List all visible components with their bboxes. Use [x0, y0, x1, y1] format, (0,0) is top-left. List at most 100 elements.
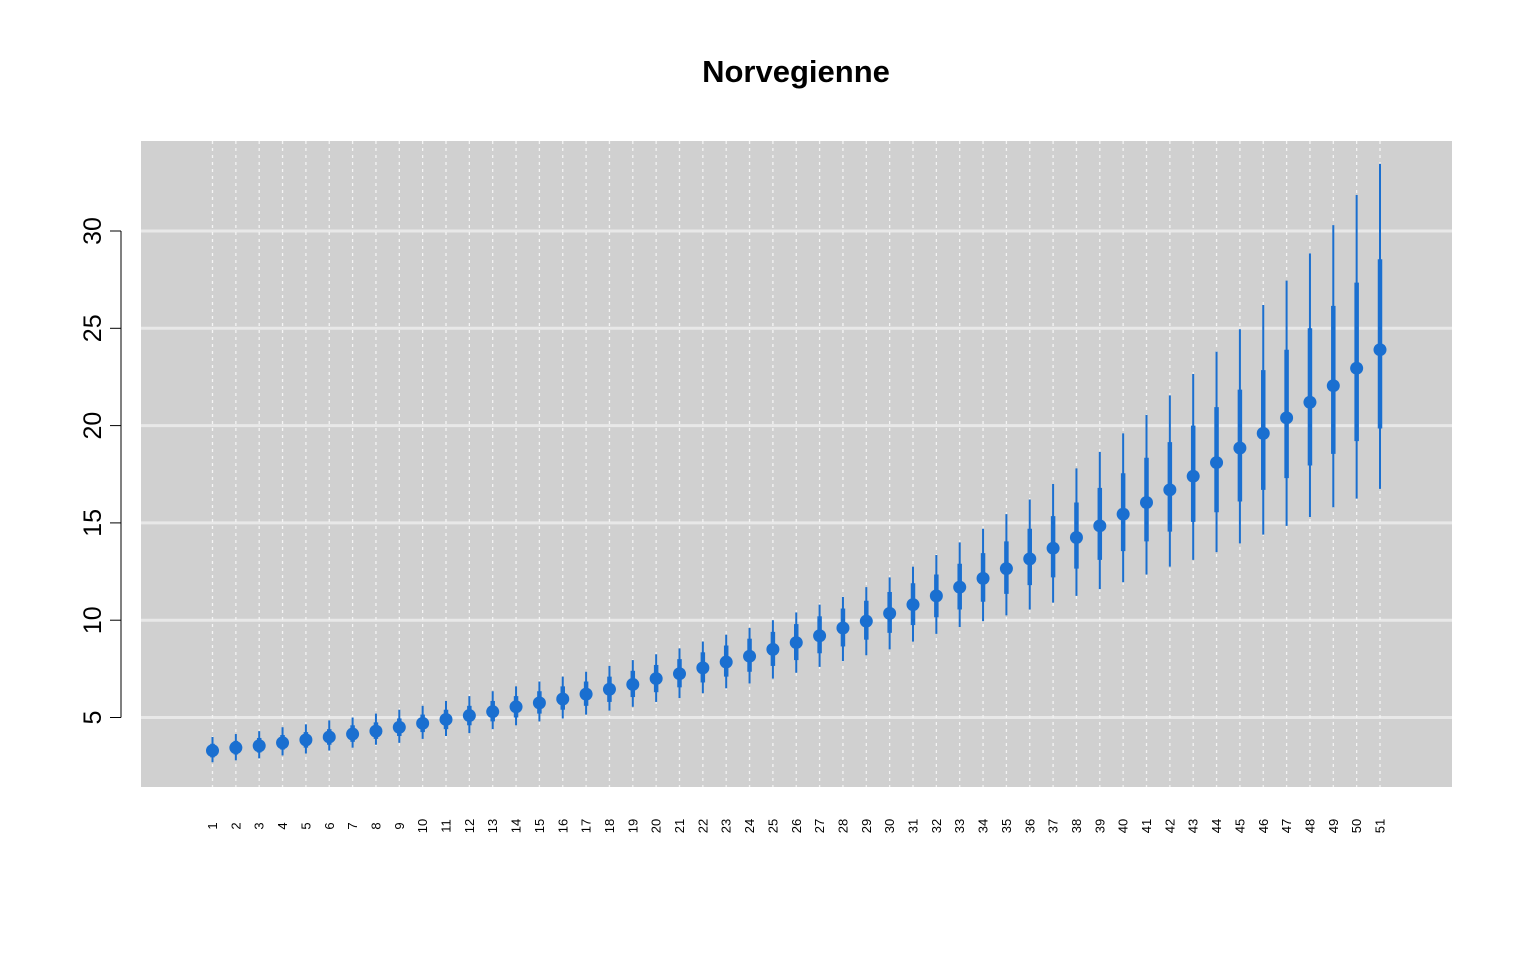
x-tick-label: 31 — [906, 819, 921, 833]
x-tick-label: 12 — [462, 819, 477, 833]
data-marks — [206, 163, 1387, 763]
x-tick-label: 13 — [485, 819, 500, 833]
median-point — [1350, 361, 1364, 375]
y-tick-label: 30 — [79, 217, 107, 245]
x-tick-label: 30 — [882, 819, 897, 833]
median-point — [649, 672, 663, 686]
x-tick-label: 3 — [252, 822, 267, 829]
x-tick-label: 40 — [1116, 819, 1131, 833]
x-tick-label: 2 — [228, 822, 243, 829]
x-tick-label: 10 — [415, 819, 430, 833]
median-point — [859, 614, 873, 628]
x-tick-label: 33 — [952, 819, 967, 833]
median-point — [392, 720, 406, 734]
median-point — [1046, 541, 1060, 555]
y-tick-label: 10 — [79, 606, 107, 634]
x-tick-label: 34 — [976, 819, 991, 833]
median-point — [276, 736, 290, 750]
median-point — [813, 629, 827, 643]
median-point — [1303, 395, 1317, 409]
x-tick-label: 32 — [929, 819, 944, 833]
median-point — [1023, 552, 1037, 566]
x-tick-label: 6 — [322, 822, 337, 829]
median-point — [602, 682, 616, 696]
x-tick-label: 38 — [1069, 819, 1084, 833]
median-point — [1186, 469, 1200, 483]
x-tick-label: 39 — [1092, 819, 1107, 833]
x-tick-label: 43 — [1186, 819, 1201, 833]
median-point — [1210, 456, 1224, 470]
median-point — [999, 562, 1013, 576]
median-point — [579, 687, 593, 701]
median-point — [1093, 519, 1107, 533]
median-point — [322, 730, 336, 744]
median-point — [532, 696, 546, 710]
x-tick-label: 25 — [765, 819, 780, 833]
median-point — [206, 744, 219, 758]
median-point — [1163, 483, 1177, 497]
x-tick-label: 17 — [579, 819, 594, 833]
median-point — [252, 739, 266, 753]
x-tick-label: 35 — [999, 819, 1014, 833]
x-tick-label: 5 — [298, 822, 313, 829]
median-point — [1116, 507, 1130, 521]
x-tick-label: 7 — [345, 822, 360, 829]
x-tick-label: 16 — [555, 819, 570, 833]
median-point — [976, 571, 990, 585]
x-axis: 1 2 3 4 5 6 7 8 9 10 11 12 13 14 15 16 17 18 19 20 21 22 23 24 2… — [205, 819, 1388, 833]
x-tick-label: 45 — [1232, 819, 1247, 833]
median-point — [743, 649, 757, 663]
x-tick-label: 22 — [695, 819, 710, 833]
x-tick-label: 51 — [1373, 819, 1388, 833]
y-axis: 5 10 15 20 25 30 — [79, 217, 122, 725]
x-tick-label: 20 — [649, 819, 664, 833]
median-point — [789, 636, 803, 650]
x-tick-label: 14 — [509, 819, 524, 833]
x-tick-label: 15 — [532, 819, 547, 833]
x-tick-label: 36 — [1022, 819, 1037, 833]
y-tick-label: 5 — [79, 711, 107, 725]
median-point — [1140, 495, 1153, 509]
median-point — [1373, 343, 1387, 357]
median-point — [346, 727, 360, 741]
x-tick-label: 46 — [1256, 819, 1271, 833]
x-tick-label: 4 — [275, 822, 290, 829]
x-tick-label: 9 — [392, 822, 407, 829]
median-point — [556, 692, 570, 706]
median-point — [836, 621, 850, 635]
median-point — [883, 606, 897, 620]
median-point — [673, 667, 686, 681]
x-tick-label: 37 — [1046, 819, 1061, 833]
x-tick-label: 41 — [1139, 819, 1154, 833]
median-point — [439, 712, 453, 726]
x-tick-label: 50 — [1349, 819, 1364, 833]
y-tick-label: 20 — [79, 412, 107, 440]
median-point — [929, 589, 943, 603]
median-point — [299, 733, 313, 747]
median-point — [953, 580, 967, 594]
x-tick-label: 44 — [1209, 819, 1224, 833]
x-tick-label: 11 — [439, 819, 454, 833]
x-tick-label: 28 — [835, 819, 850, 833]
median-point — [906, 598, 920, 612]
x-tick-label: 49 — [1326, 819, 1341, 833]
x-tick-label: 29 — [859, 819, 874, 833]
x-tick-label: 48 — [1302, 819, 1317, 833]
median-point — [229, 741, 243, 755]
median-point — [1069, 530, 1083, 544]
median-point — [416, 716, 430, 730]
median-point — [462, 709, 476, 723]
x-tick-label: 21 — [672, 819, 687, 833]
median-point — [766, 642, 780, 656]
median-point — [1256, 426, 1270, 440]
median-point — [719, 655, 733, 669]
x-tick-label: 1 — [205, 822, 220, 829]
median-point — [486, 705, 500, 719]
median-point — [1280, 411, 1294, 425]
y-tick-label: 25 — [79, 314, 107, 342]
x-tick-label: 8 — [368, 822, 383, 829]
median-point — [1326, 379, 1340, 393]
median-point — [626, 677, 640, 691]
x-tick-label: 26 — [789, 819, 804, 833]
